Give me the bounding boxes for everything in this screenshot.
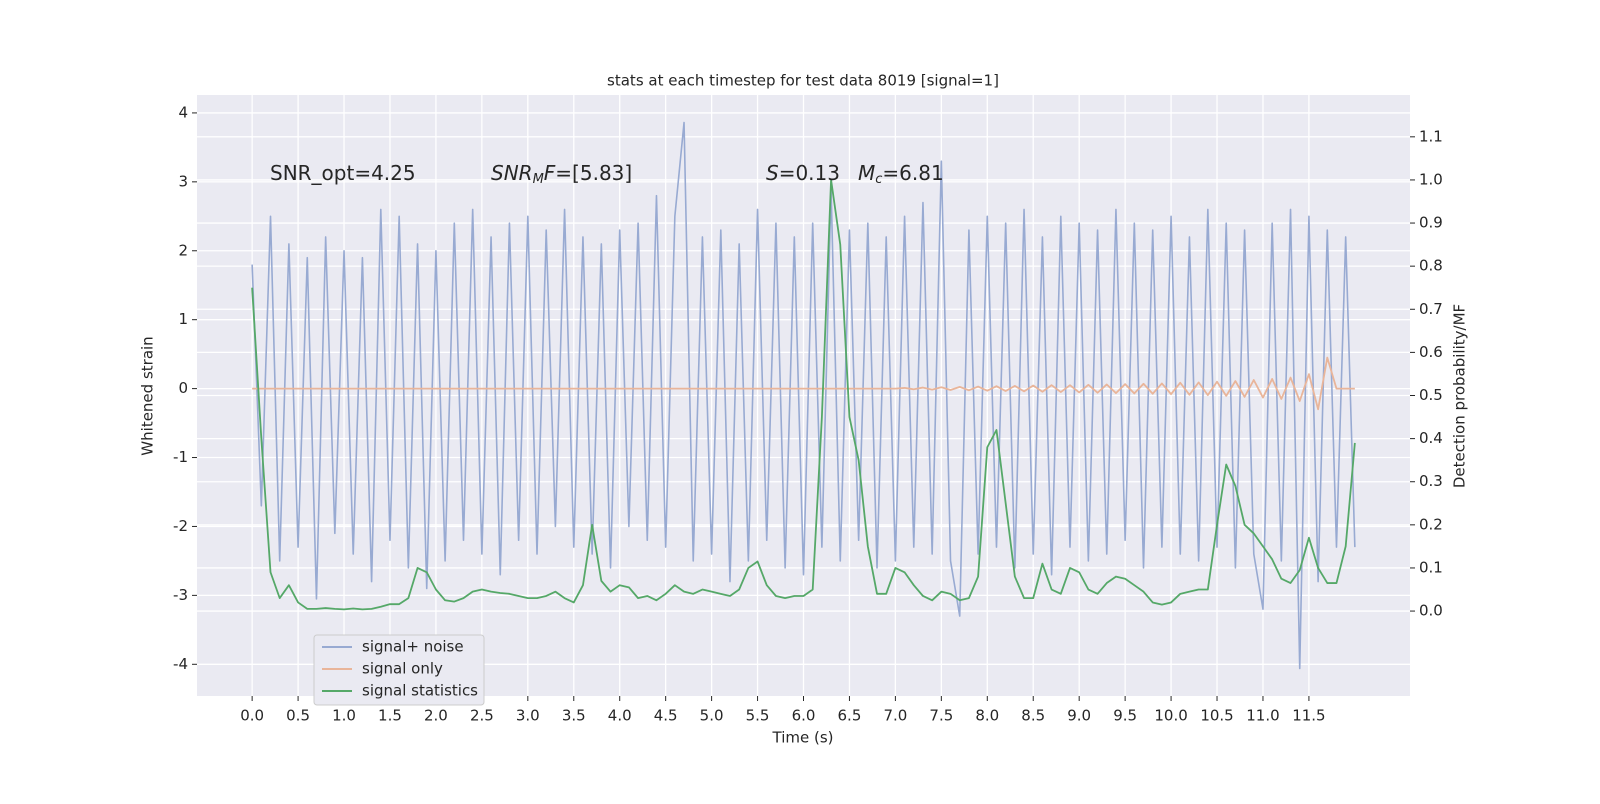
y-tick-label: -1 xyxy=(173,448,188,466)
y2-tick-label: 0.4 xyxy=(1419,429,1443,447)
legend-label: signal+ noise xyxy=(362,638,464,656)
annotation-text: =6.81 xyxy=(882,161,943,185)
x-tick-label: 0.5 xyxy=(286,707,310,725)
x-tick-label: 5.0 xyxy=(700,707,724,725)
x-tick-label: 9.5 xyxy=(1113,707,1137,725)
y2-tick-label: 0.9 xyxy=(1419,214,1443,232)
y-tick-label: -3 xyxy=(173,586,188,604)
y2-axis-label: Detection probability/MF xyxy=(1451,304,1469,488)
x-tick-label: 2.5 xyxy=(470,707,494,725)
y2-tick-label: 0.6 xyxy=(1419,343,1443,361)
annotation: SNRMF=[5.83] xyxy=(491,161,632,187)
y2-tick-label: 0.1 xyxy=(1419,558,1443,576)
x-tick-label: 1.0 xyxy=(332,707,356,725)
y-tick-label: -2 xyxy=(173,517,188,535)
y-tick-label: -4 xyxy=(173,655,188,673)
y2-tick-label: 0.0 xyxy=(1419,602,1443,620)
x-tick-label: 10.0 xyxy=(1154,707,1187,725)
y-tick-label: 1 xyxy=(178,310,188,328)
x-tick-label: 11.0 xyxy=(1246,707,1279,725)
x-tick-label: 8.0 xyxy=(975,707,999,725)
legend-box xyxy=(313,634,485,706)
annotation-text: S xyxy=(766,161,779,185)
x-tick-label: 2.0 xyxy=(424,707,448,725)
annotation-text: SNR xyxy=(491,161,533,185)
series-line xyxy=(251,121,1356,670)
y-tick-label: 2 xyxy=(178,241,188,259)
y-tick-label: 0 xyxy=(178,379,188,397)
x-tick-label: 4.0 xyxy=(608,707,632,725)
x-tick-label: 4.5 xyxy=(654,707,678,725)
x-tick-label: 11.5 xyxy=(1292,707,1325,725)
y2-tick-label: 0.3 xyxy=(1419,472,1443,490)
x-tick-label: 3.0 xyxy=(516,707,540,725)
y2-tick-label: 1.1 xyxy=(1419,127,1443,145)
x-tick-label: 9.0 xyxy=(1067,707,1091,725)
legend-label: signal only xyxy=(362,660,443,678)
series-line xyxy=(251,179,1356,611)
x-tick-label: 5.5 xyxy=(746,707,770,725)
x-axis-label: Time (s) xyxy=(772,729,834,747)
annotation-text: F xyxy=(544,161,556,185)
series-line xyxy=(252,356,1355,411)
chart-title: stats at each timestep for test data 801… xyxy=(607,72,999,90)
y-tick-label: 3 xyxy=(178,172,188,190)
grid xyxy=(197,95,1410,696)
annotation-text: M xyxy=(533,172,544,187)
y2-tick-label: 0.2 xyxy=(1419,515,1443,533)
legend-label: signal statistics xyxy=(362,682,478,700)
annotation: S=0.13 xyxy=(766,161,840,185)
y-axis-label: Whitened strain xyxy=(139,336,157,455)
annotation: SNR_opt=4.25 xyxy=(270,161,416,185)
y2-tick-label: 0.5 xyxy=(1419,386,1443,404)
marks xyxy=(251,121,1356,670)
annotation-text: =[5.83] xyxy=(555,161,632,185)
y2-tick-label: 0.8 xyxy=(1419,257,1443,275)
x-tick-label: 7.0 xyxy=(883,707,907,725)
annotation-text: M xyxy=(858,161,875,185)
y-tick-label: 4 xyxy=(178,103,188,121)
x-tick-label: 3.5 xyxy=(562,707,586,725)
x-tick-label: 6.0 xyxy=(792,707,816,725)
legend: signal+ noise signal only signal statistic… xyxy=(313,634,485,706)
annotation: Mc=6.81 xyxy=(858,161,944,187)
x-tick-label: 1.5 xyxy=(378,707,402,725)
x-tick-label: 6.5 xyxy=(838,707,862,725)
ticks: 0.0 0.5 1.0 1.5 2.0 2.5 3.0 3.5 4.0 4.5 5.0 5.5 6.0 6… xyxy=(173,103,1443,724)
x-tick-label: 7.5 xyxy=(929,707,953,725)
annotation-text: SNR_opt=4.25 xyxy=(270,161,416,185)
annotation-text: =0.13 xyxy=(779,161,840,185)
y2-tick-label: 0.7 xyxy=(1419,300,1443,318)
y2-tick-label: 1.0 xyxy=(1419,170,1443,188)
x-tick-label: 8.5 xyxy=(1021,707,1045,725)
x-tick-label: 0.0 xyxy=(240,707,264,725)
annotation-text: c xyxy=(875,172,882,187)
x-tick-label: 10.5 xyxy=(1200,707,1233,725)
